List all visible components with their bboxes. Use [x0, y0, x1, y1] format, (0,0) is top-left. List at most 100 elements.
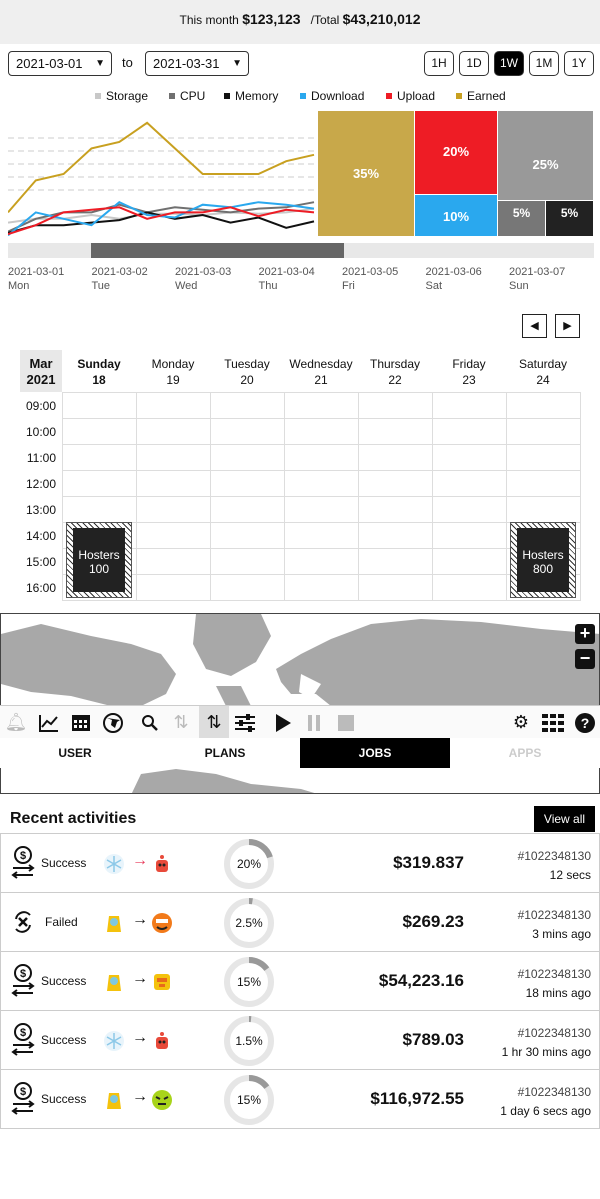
calendar-slot[interactable]	[358, 496, 433, 523]
calendar-slot[interactable]	[136, 392, 211, 419]
play-icon[interactable]	[268, 706, 298, 739]
calendar-slot[interactable]	[358, 470, 433, 497]
legend-item[interactable]: Earned	[456, 89, 506, 103]
activity-id[interactable]: #1022348130	[517, 1085, 591, 1099]
chart-scrollbar-thumb[interactable]	[91, 243, 344, 258]
calendar-slot[interactable]	[432, 548, 507, 575]
calendar-slot[interactable]	[432, 522, 507, 549]
calendar-event[interactable]: Hosters 800	[510, 522, 576, 598]
range-button-1y[interactable]: 1Y	[564, 51, 594, 76]
calendar-slot[interactable]	[136, 444, 211, 471]
legend-item[interactable]: Download	[300, 89, 364, 103]
calendar-slot[interactable]	[210, 574, 285, 601]
calendar-slot[interactable]	[358, 522, 433, 549]
chart-icon[interactable]	[34, 706, 64, 739]
calendar-day-header[interactable]: Saturday 24	[506, 350, 580, 392]
calendar-slot[interactable]	[432, 496, 507, 523]
grid-icon[interactable]	[538, 706, 568, 739]
legend-item[interactable]: Upload	[386, 89, 435, 103]
calendar-slot[interactable]	[136, 522, 211, 549]
chart-scrollbar-track[interactable]	[8, 243, 594, 258]
calendar-slot[interactable]	[136, 574, 211, 601]
calendar-slot[interactable]	[210, 392, 285, 419]
help-icon[interactable]: ?	[570, 706, 600, 739]
calendar-day-header[interactable]: Monday 19	[136, 350, 210, 392]
calendar-slot[interactable]	[210, 496, 285, 523]
calendar-slot[interactable]	[432, 392, 507, 419]
legend-item[interactable]: CPU	[169, 89, 205, 103]
calendar-slot[interactable]	[62, 392, 137, 419]
bell-icon[interactable]: 🔔︎	[4, 712, 28, 732]
calendar-slot[interactable]	[62, 444, 137, 471]
calendar-slot[interactable]	[136, 496, 211, 523]
legend-item[interactable]: Memory	[224, 89, 278, 103]
zoom-out-button[interactable]: −	[575, 649, 595, 669]
view-all-button[interactable]: View all	[534, 806, 595, 832]
calendar-slot[interactable]	[210, 418, 285, 445]
tab-user[interactable]: USER	[58, 746, 92, 760]
calendar-slot[interactable]	[358, 574, 433, 601]
calendar-slot[interactable]	[284, 548, 359, 575]
pause-icon[interactable]	[299, 706, 329, 739]
activity-row[interactable]: $ Success → 15% $54,223.16 #1022348130 18 mins…	[0, 951, 600, 1011]
sliders-icon[interactable]	[230, 706, 260, 739]
activity-row[interactable]: $ Success → 15% $116,972.55 #1022348130 1 day …	[0, 1069, 600, 1129]
calendar-day-header[interactable]: Sunday 18	[62, 350, 136, 392]
calendar-slot[interactable]	[506, 392, 581, 419]
sort-desc-icon[interactable]: ⇅	[199, 706, 229, 739]
calendar-slot[interactable]	[62, 418, 137, 445]
calendar-slot[interactable]	[210, 522, 285, 549]
calendar-slot[interactable]	[136, 418, 211, 445]
calendar-slot[interactable]	[506, 496, 581, 523]
activity-row[interactable]: Failed → 2.5% $269.23 #1022348130 3 mins ago	[0, 892, 600, 952]
sort-asc-icon[interactable]: ⇅	[173, 712, 189, 732]
calendar-icon[interactable]	[66, 706, 96, 739]
calendar-slot[interactable]	[136, 470, 211, 497]
from-date-select[interactable]: 2021-03-01 ▼	[8, 51, 112, 76]
tab-plans[interactable]: PLANS	[204, 746, 246, 760]
calendar-next-button[interactable]: ▶	[555, 314, 580, 338]
calendar-slot[interactable]	[284, 444, 359, 471]
calendar-slot[interactable]	[358, 444, 433, 471]
calendar-slot[interactable]	[284, 574, 359, 601]
range-button-1h[interactable]: 1H	[424, 51, 454, 76]
calendar-slot[interactable]	[284, 470, 359, 497]
search-icon[interactable]	[135, 706, 165, 739]
calendar-slot[interactable]	[358, 548, 433, 575]
calendar-slot[interactable]	[506, 444, 581, 471]
calendar-slot[interactable]	[432, 418, 507, 445]
calendar-slot[interactable]	[358, 392, 433, 419]
calendar-slot[interactable]	[432, 444, 507, 471]
calendar-slot[interactable]	[62, 470, 137, 497]
calendar-slot[interactable]	[136, 548, 211, 575]
calendar-day-header[interactable]: Friday 23	[432, 350, 506, 392]
calendar-day-header[interactable]: Wednesday 21	[284, 350, 358, 392]
calendar-day-header[interactable]: Tuesday 20	[210, 350, 284, 392]
calendar-prev-button[interactable]: ◀	[522, 314, 547, 338]
range-button-1w[interactable]: 1W	[494, 51, 524, 76]
calendar-slot[interactable]	[432, 470, 507, 497]
zoom-in-button[interactable]: +	[575, 624, 595, 644]
tab-apps[interactable]: APPS	[508, 746, 542, 760]
tab-jobs[interactable]: JOBS	[300, 738, 450, 768]
range-button-1d[interactable]: 1D	[459, 51, 489, 76]
calendar-slot[interactable]	[506, 418, 581, 445]
activity-id[interactable]: #1022348130	[517, 908, 591, 922]
activity-row[interactable]: $ Success → 20% $319.837 #1022348130 12 secs	[0, 833, 600, 893]
calendar-slot[interactable]	[506, 470, 581, 497]
activity-id[interactable]: #1022348130	[517, 849, 591, 863]
calendar-slot[interactable]	[284, 496, 359, 523]
calendar-slot[interactable]	[284, 522, 359, 549]
calendar-slot[interactable]	[210, 444, 285, 471]
calendar-slot[interactable]	[210, 470, 285, 497]
globe-icon[interactable]	[98, 706, 128, 739]
calendar-slot[interactable]	[210, 548, 285, 575]
gear-icon[interactable]: ⚙	[512, 712, 530, 732]
activity-row[interactable]: $ Success → 1.5% $789.03 #1022348130 1 hr 30 m…	[0, 1010, 600, 1070]
calendar-slot[interactable]	[432, 574, 507, 601]
to-date-select[interactable]: 2021-03-31 ▼	[145, 51, 249, 76]
calendar-slot[interactable]	[358, 418, 433, 445]
calendar-slot[interactable]	[284, 392, 359, 419]
calendar-slot[interactable]	[62, 496, 137, 523]
calendar-slot[interactable]	[284, 418, 359, 445]
